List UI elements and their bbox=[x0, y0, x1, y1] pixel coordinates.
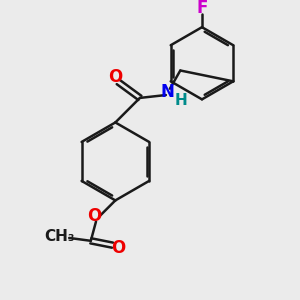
Text: O: O bbox=[111, 239, 125, 257]
Text: O: O bbox=[87, 207, 101, 225]
Text: F: F bbox=[197, 0, 208, 17]
Text: CH₃: CH₃ bbox=[44, 229, 74, 244]
Text: N: N bbox=[161, 83, 175, 101]
Text: O: O bbox=[108, 68, 122, 86]
Text: H: H bbox=[175, 93, 187, 108]
